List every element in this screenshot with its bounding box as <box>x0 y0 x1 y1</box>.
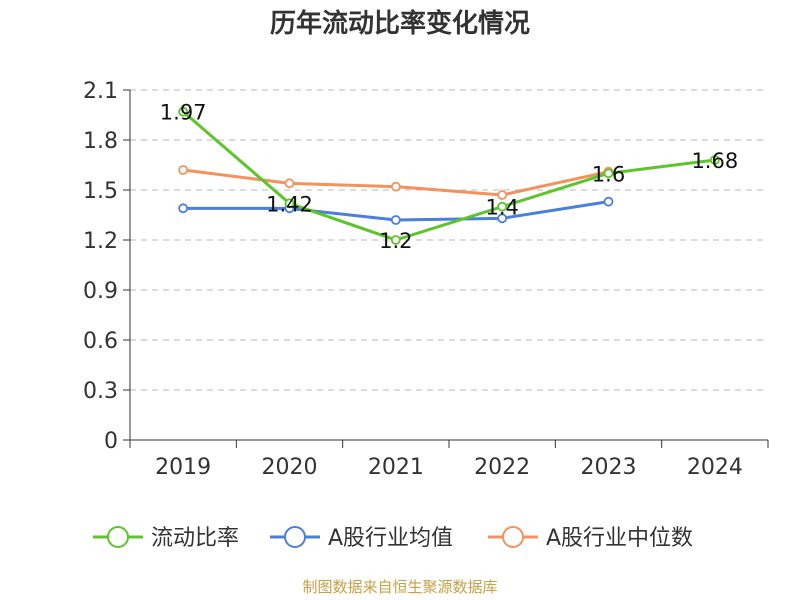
data-label: 1.68 <box>691 149 738 173</box>
x-tick-label: 2022 <box>474 455 530 480</box>
data-label: 1.6 <box>592 162 625 186</box>
series-line <box>182 110 716 242</box>
legend: 流动比率 A股行业均值 A股行业中位数 <box>93 526 693 551</box>
data-point <box>390 181 401 192</box>
data-point <box>178 165 189 175</box>
data-point <box>709 155 720 165</box>
y-tick-label: 0.3 <box>83 379 118 404</box>
data-point <box>390 235 401 245</box>
legend-label: A股行业均值 <box>328 526 453 551</box>
legend-item: A股行业中位数 <box>488 526 693 551</box>
data-point <box>390 215 401 225</box>
y-tick-label: 0.9 <box>83 279 118 304</box>
legend-item: 流动比率 <box>93 526 239 551</box>
data-label: 1.97 <box>160 101 207 125</box>
axes: 0 0.3 0.6 0.9 1.2 1.5 1.8 2.1 2019 2020 2021 2022 20… <box>83 79 769 480</box>
data-label: 1.4 <box>485 196 518 220</box>
data-label: 1.42 <box>266 192 313 216</box>
source-note: 制图数据来自恒生聚源数据库 <box>302 578 497 596</box>
legend-label: 流动比率 <box>151 526 239 551</box>
data-point <box>497 190 508 200</box>
series-group <box>178 106 720 245</box>
x-tick-label: 2019 <box>155 455 211 480</box>
data-point <box>603 168 614 179</box>
y-tick-label: 1.2 <box>83 229 118 254</box>
data-point <box>178 106 189 117</box>
x-tick-label: 2023 <box>581 455 637 480</box>
data-point <box>284 198 295 209</box>
y-tick-label: 0 <box>104 429 118 454</box>
legend-marker <box>502 526 524 548</box>
x-tick-label: 2020 <box>262 455 318 480</box>
grid-lines <box>130 89 768 391</box>
y-tick-label: 0.6 <box>83 329 118 354</box>
legend-marker <box>107 526 129 548</box>
x-tick-label: 2021 <box>368 455 424 480</box>
y-tick-label: 1.8 <box>83 129 118 154</box>
legend-marker <box>284 526 306 548</box>
legend-item: A股行业均值 <box>270 526 453 551</box>
y-tick-label: 1.5 <box>83 179 118 204</box>
x-tick-label: 2024 <box>687 455 743 480</box>
data-point <box>497 213 508 224</box>
y-tick-label: 2.1 <box>83 79 118 104</box>
data-point <box>603 196 614 207</box>
legend-label: A股行业中位数 <box>546 526 693 551</box>
data-label: 1.2 <box>379 229 412 253</box>
data-point <box>497 201 508 212</box>
data-point <box>284 178 295 189</box>
data-labels: 1.97 1.42 1.2 1.4 1.6 1.68 <box>160 101 738 253</box>
chart-title: 历年流动比率变化情况 <box>270 8 530 39</box>
data-point <box>178 203 189 214</box>
